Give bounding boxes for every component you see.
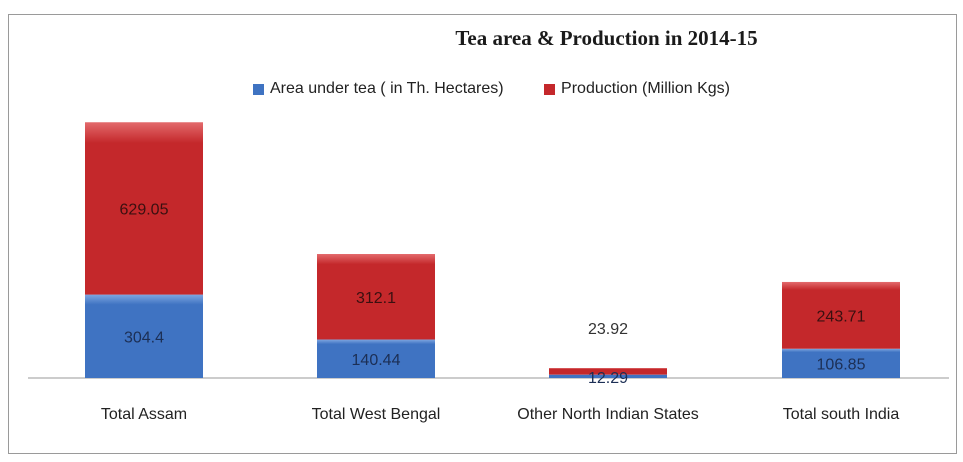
- data-label-production-0: 629.05: [120, 201, 169, 218]
- bar-area-3: [782, 348, 900, 378]
- legend-label-area: Area under tea ( in Th. Hectares): [270, 80, 504, 97]
- data-label-area-1: 140.44: [352, 352, 401, 369]
- bar-production-3: [782, 281, 900, 349]
- legend-swatch-production: [544, 83, 556, 95]
- bar-area-2: [549, 374, 667, 378]
- chart-title: Tea area & Production in 2014-15: [455, 26, 758, 50]
- legend-swatch-area: [253, 83, 264, 95]
- bar-area-1: [317, 339, 435, 378]
- chart-legend: Area under tea ( in Th. Hectares) Produc…: [0, 80, 963, 100]
- data-label-production-1: 312.1: [356, 290, 396, 307]
- x-tick-label-2: Other North Indian States: [517, 406, 698, 423]
- data-label-area-3: 106.85: [817, 356, 866, 373]
- data-label-production-3: 243.71: [817, 308, 866, 325]
- data-label-area-0: 304.4: [124, 329, 164, 346]
- bar-area-0: [85, 294, 203, 378]
- x-tick-label-3: Total south India: [783, 406, 900, 423]
- bar-production-0: [85, 122, 203, 295]
- legend-label-production: Production (Million Kgs): [561, 80, 730, 97]
- data-label-production-2: 23.92: [588, 321, 628, 338]
- x-tick-label-1: Total West Bengal: [312, 406, 441, 423]
- x-tick-label-0: Total Assam: [101, 406, 187, 423]
- legend-item-production: Production (Million Kgs): [544, 80, 730, 98]
- data-label-area-2: 12.29: [588, 370, 628, 387]
- bar-production-2: [549, 368, 667, 375]
- legend-item-area: Area under tea ( in Th. Hectares): [253, 80, 504, 98]
- bar-production-1: [317, 254, 435, 340]
